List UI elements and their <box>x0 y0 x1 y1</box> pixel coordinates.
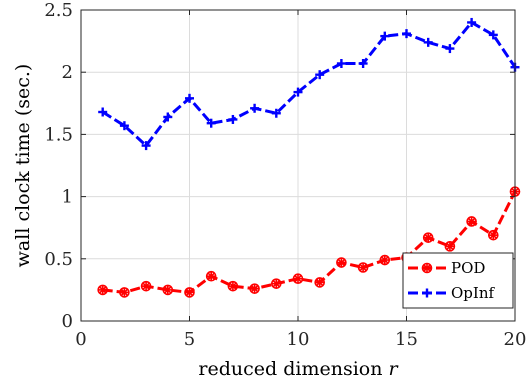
data-point-opinf <box>336 58 346 68</box>
data-point-pod <box>119 287 130 298</box>
data-point-opinf <box>358 58 368 68</box>
legend-marker-pod-shape <box>421 262 433 274</box>
data-point-opinf <box>467 17 477 27</box>
y-tick-label: 0 <box>62 311 73 332</box>
data-point-pod <box>227 280 239 292</box>
legend-marker-pod <box>421 262 433 274</box>
data-point-opinf <box>380 31 390 41</box>
y-tick-label: 2.5 <box>44 0 73 21</box>
data-point-pod <box>270 278 282 289</box>
data-point-pod <box>162 284 174 296</box>
ticks: 0 5 10 15 20 0 0.5 1 1.5 2 2.5 <box>44 0 526 350</box>
data-point-pod <box>357 262 369 273</box>
data-point-opinf <box>488 30 498 40</box>
data-point-pod <box>379 254 391 266</box>
data-point-opinf <box>206 118 216 128</box>
x-tick-label: 15 <box>395 329 418 350</box>
x-axis-label: reduced dimension r <box>198 358 399 380</box>
x-axis-variable: r <box>389 358 400 380</box>
y-axis-label: wall clock time (sec.) <box>12 64 34 268</box>
data-point-opinf <box>98 107 108 117</box>
x-axis-label-text: reduced dimension <box>198 358 382 380</box>
x-tick-label: 20 <box>504 329 527 350</box>
y-tick-label: 2 <box>62 62 73 83</box>
data-point-pod <box>140 280 152 292</box>
y-tick-label: 1 <box>62 187 73 208</box>
series-line-opinf <box>101 20 517 148</box>
data-point-pod <box>292 273 304 285</box>
data-point-pod <box>466 216 477 227</box>
data-point-pod <box>249 283 260 294</box>
data-point-opinf <box>423 37 433 47</box>
data-point-opinf <box>250 103 260 113</box>
legend-marker-opinf-shape <box>422 288 432 298</box>
x-tick-label: 0 <box>75 329 86 350</box>
data-point-pod <box>444 241 456 252</box>
data-point-pod <box>336 257 347 268</box>
legend: POD OpInf <box>402 252 514 309</box>
data-point-opinf <box>271 108 281 118</box>
legend-label-opinf: OpInf <box>451 284 495 302</box>
data-point-opinf <box>163 112 173 122</box>
data-point-pod <box>184 287 195 298</box>
data-point-pod <box>205 270 217 282</box>
data-point-opinf <box>228 114 238 124</box>
data-point-pod <box>97 284 108 296</box>
y-tick-label: 1.5 <box>44 124 73 145</box>
data-point-opinf <box>185 93 194 103</box>
data-point-opinf <box>119 121 129 131</box>
data-point-pod <box>422 232 434 243</box>
x-tick-label: 5 <box>184 329 195 350</box>
data-point-pod <box>314 277 326 288</box>
data-point-opinf <box>445 44 455 54</box>
data-point-opinf <box>402 29 411 39</box>
data-point-opinf <box>141 141 151 151</box>
data-point-opinf <box>315 70 325 80</box>
legend-box <box>402 252 514 309</box>
data-point-pod <box>487 229 499 241</box>
y-tick-label: 0.5 <box>44 249 73 270</box>
x-tick-label: 10 <box>287 329 310 350</box>
data-point-opinf <box>293 87 303 97</box>
legend-label-pod: POD <box>451 259 485 277</box>
legend-marker-opinf <box>422 288 432 298</box>
series-layer <box>97 17 521 298</box>
